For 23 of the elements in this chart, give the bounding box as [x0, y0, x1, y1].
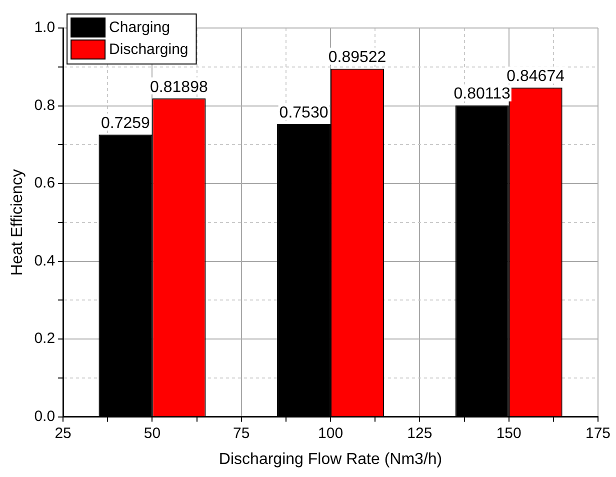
legend-label: Discharging: [109, 41, 188, 58]
x-tick-label: 25: [54, 424, 72, 442]
data-label: 0.80113: [454, 86, 511, 103]
y-tick-label: 0.4: [34, 252, 56, 270]
y-axis-title: Heat Efficiency: [9, 169, 26, 276]
y-tick-label: 0.8: [34, 96, 56, 114]
x-axis-title: Discharging Flow Rate (Nm3/h): [218, 450, 442, 468]
x-tick-label: 50: [144, 424, 161, 442]
data-label: 0.81898: [150, 78, 208, 96]
y-tick-label: 0.2: [34, 330, 56, 348]
x-tick-label: 125: [407, 424, 432, 442]
legend-label: Charging: [109, 19, 170, 36]
x-tick-label: 175: [585, 424, 611, 442]
x-tick-label: 75: [233, 424, 250, 442]
data-label: 0.7530: [279, 104, 328, 122]
data-label: 0.89522: [328, 49, 386, 66]
x-tick-label: 150: [496, 424, 522, 442]
data-label: 0.84674: [506, 68, 565, 85]
y-tick-label: 0.0: [34, 408, 56, 425]
y-tick-label: 1.0: [34, 19, 56, 36]
y-tick-label: 0.6: [34, 174, 56, 192]
data-label: 0.7259: [100, 114, 150, 132]
x-tick-label: 100: [318, 424, 344, 442]
